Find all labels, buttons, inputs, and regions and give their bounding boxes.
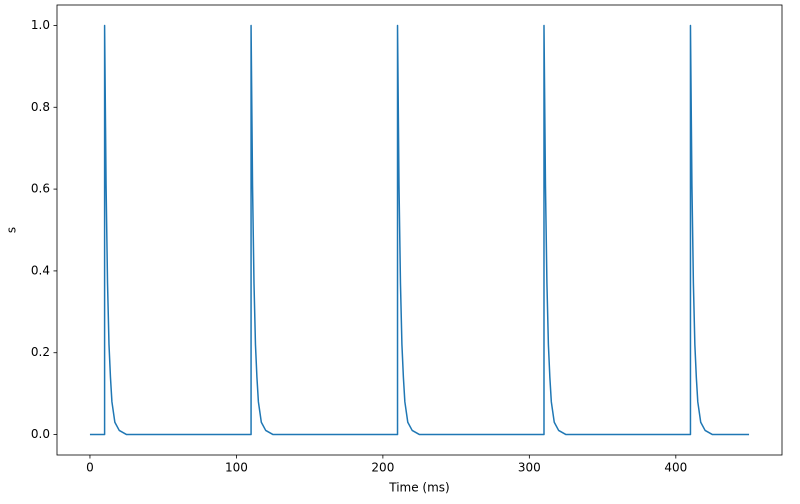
x-tick-label: 400 [664,461,687,475]
line-series [89,24,750,436]
x-tick-label: 300 [518,461,541,475]
y-tick-label: 0.4 [31,263,50,277]
plot-frame [56,4,783,456]
x-axis-label: Time (ms) [388,481,450,495]
x-tick-label: 200 [371,461,394,475]
y-tick-label: 1.0 [31,18,50,32]
x-tick-label: 100 [225,461,248,475]
x-tick-label: 0 [86,461,94,475]
y-tick-label: 0.8 [31,100,50,114]
y-axis-label: s [5,227,19,233]
y-tick-label: 0.2 [31,345,50,359]
y-tick-label: 0.0 [31,427,50,441]
y-tick-label: 0.6 [31,182,50,196]
